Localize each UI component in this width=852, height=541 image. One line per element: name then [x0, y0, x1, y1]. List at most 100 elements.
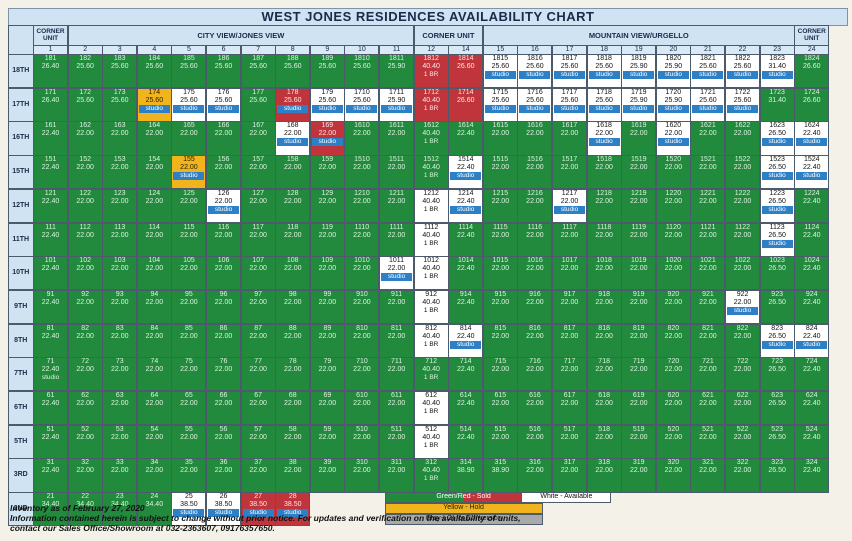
unit-area: 22.00: [699, 433, 717, 441]
unit-cell: 1018 22.00: [586, 256, 622, 291]
unit-number: 1217: [561, 189, 578, 197]
unit-cell: 117 22.00: [240, 222, 276, 257]
unit-area: 22.40: [456, 164, 475, 172]
unit-area: 22.00: [214, 197, 233, 205]
unit-type: studio: [727, 306, 759, 315]
unit-cell: 618 22.00: [586, 391, 622, 426]
unit-type: studio: [346, 104, 378, 113]
unit-number: 1519: [630, 156, 647, 164]
unit-number: 36: [219, 459, 228, 467]
unit-cell: 1223 26.50 studio: [759, 188, 795, 223]
unit-number: 184: [148, 55, 161, 62]
unit-number: 624: [805, 392, 818, 399]
chart-title: WEST JONES RESIDENCES AVAILABILITY CHART: [8, 8, 848, 26]
unit-cell: 1723 31.40: [759, 87, 795, 122]
unit-number: 108: [286, 257, 299, 265]
unit-number: 310: [356, 459, 368, 467]
floor-label: 17TH: [8, 87, 34, 122]
unit-number: 724: [805, 358, 818, 366]
unit-area: 38.90: [491, 467, 510, 475]
column-number-label: 5: [186, 46, 191, 53]
unit-number: 26: [219, 493, 228, 501]
unit-number: 616: [529, 392, 541, 399]
unit-number: 107: [252, 257, 264, 265]
unit-cell: 820 22.00: [655, 323, 691, 358]
unit-type: studio: [208, 104, 240, 113]
unit-area: 22.00: [526, 130, 544, 138]
unit-cell: 320 22.00: [655, 458, 691, 493]
unit-number: 714: [459, 358, 472, 366]
unit-number: 34: [150, 459, 159, 467]
unit-area: 26.50: [768, 265, 786, 273]
unit-type: 1 BR: [423, 205, 439, 213]
unit-cell: 74 22.00: [136, 357, 172, 392]
unit-cell: 1818 25.60 studio: [586, 54, 622, 89]
unit-number: 617: [563, 392, 576, 399]
unit-number: 1224: [803, 189, 820, 197]
unit-type: studio: [311, 138, 343, 147]
unit-number: 156: [217, 156, 230, 164]
unit-number: 93: [115, 290, 124, 298]
unit-number: 710: [356, 358, 368, 366]
unit-number: 618: [598, 392, 610, 399]
unit-number: 1110: [354, 223, 370, 231]
unit-area: 26.60: [456, 63, 475, 70]
unit-cell: 724 22.40: [794, 357, 830, 392]
unit-area: 22.40: [456, 332, 475, 340]
unit-number: 84: [150, 324, 159, 332]
unit-type: studio: [41, 374, 60, 382]
unit-number: 101: [44, 257, 57, 265]
unit-area: 22.00: [249, 433, 267, 441]
unit-number: 57: [254, 425, 263, 433]
section-header: CORNER UNIT: [794, 25, 830, 46]
unit-cell: 26 38.50 studio: [206, 492, 242, 527]
unit-number: 615: [494, 392, 507, 399]
column-number-label: 1: [48, 46, 53, 53]
unit-cell: 912 40.40 1 BR: [413, 289, 449, 325]
unit-type: 1 BR: [423, 408, 439, 415]
unit-cell: 164 22.00: [136, 121, 172, 156]
unit-area: 22.00: [110, 130, 129, 138]
unit-cell: 710 22.00: [344, 357, 380, 392]
unit-area: 22.00: [110, 467, 129, 475]
unit-number: 518: [598, 425, 610, 433]
unit-area: 25.90: [629, 96, 648, 104]
unit-cell: 122 22.00: [67, 188, 103, 223]
unit-cell: 1610 22.00: [344, 121, 380, 156]
unit-area: 34.40: [145, 501, 164, 509]
unit-number: 22: [81, 493, 90, 501]
unit-cell: 66 22.00: [206, 391, 242, 426]
section-label: CORNER UNIT: [422, 30, 475, 40]
unit-area: 22.00: [699, 332, 717, 340]
unit-area: 40.40: [422, 96, 440, 104]
unit-area: 22.00: [629, 265, 648, 273]
unit-cell: 111 22.40: [33, 222, 69, 257]
unit-type: studio: [588, 71, 620, 79]
unit-area: 22.00: [699, 467, 717, 475]
unit-area: 22.00: [699, 298, 717, 306]
unit-area: 22.00: [733, 265, 752, 273]
unit-area: 22.00: [595, 231, 613, 239]
unit-area: 34.40: [110, 501, 129, 509]
unit-cell: 1012 40.40 1 BR: [413, 256, 449, 291]
unit-number: 123: [113, 189, 126, 197]
unit-number: 1021: [700, 257, 716, 265]
unit-type: studio: [173, 172, 205, 181]
unit-cell: 321 22.00: [690, 458, 726, 493]
unit-area: 22.40: [802, 332, 821, 340]
unit-cell: 39 22.00: [309, 458, 345, 493]
unit-area: 22.00: [76, 400, 94, 407]
unit-area: 22.00: [180, 366, 198, 374]
unit-cell: 1124 22.40: [794, 222, 830, 257]
unit-type: studio: [277, 509, 309, 518]
unit-area: 22.00: [629, 231, 648, 239]
unit-area: 22.00: [249, 265, 267, 273]
unit-cell: 1519 22.00: [621, 155, 657, 190]
unit-cell: 161 22.40: [33, 121, 69, 156]
unit-area: 22.00: [76, 366, 94, 374]
unit-area: 26.50: [768, 298, 786, 306]
unit-area: 22.00: [491, 400, 510, 407]
unit-cell: 924 22.40: [794, 289, 830, 325]
unit-area: 22.00: [664, 433, 683, 441]
floor-label: 11TH: [8, 222, 34, 257]
